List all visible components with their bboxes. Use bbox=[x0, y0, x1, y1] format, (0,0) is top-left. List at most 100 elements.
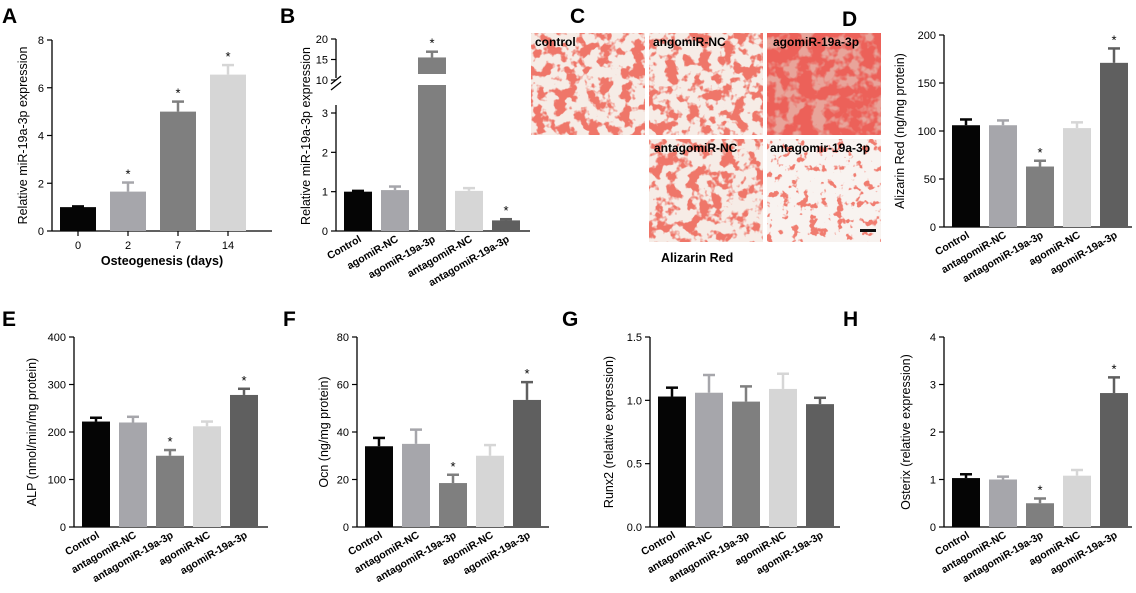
significance-star-e: * bbox=[167, 434, 172, 449]
bar-f bbox=[402, 443, 430, 527]
bar-h bbox=[1026, 503, 1054, 527]
panel-label-f: F bbox=[283, 308, 296, 331]
y-tick-label-g: 1.0 bbox=[627, 395, 642, 407]
bar-a bbox=[160, 111, 196, 231]
bar-h bbox=[989, 479, 1017, 527]
panel-label-g: G bbox=[562, 308, 578, 331]
x-category-label-a: 14 bbox=[222, 240, 234, 252]
significance-star-a: * bbox=[125, 167, 130, 182]
significance-star-d: * bbox=[1111, 32, 1116, 47]
bar-f bbox=[365, 446, 393, 527]
scale-bar bbox=[860, 229, 876, 232]
panel-label-b: B bbox=[280, 5, 295, 28]
x-category-label-g: agomiR-19a-3p bbox=[754, 529, 825, 577]
y-tick-label-f: 60 bbox=[337, 380, 349, 392]
micrograph-label-control: control bbox=[535, 35, 576, 49]
significance-star-f: * bbox=[450, 459, 455, 474]
bar-b bbox=[344, 191, 372, 231]
y-tick-label-h: 1 bbox=[930, 475, 936, 487]
chart-panel-d: 0 50 100 150 200 Alizarin Red (ng/mg protein)… bbox=[893, 30, 1132, 285]
axis-break-mark-b bbox=[330, 81, 342, 91]
bar-upper-b bbox=[418, 57, 446, 74]
y-tick-label-d: 150 bbox=[918, 78, 936, 90]
y-tick-label-b: 2 bbox=[322, 147, 328, 159]
x-category-label-e: agomiR-19a-3p bbox=[178, 529, 249, 577]
significance-star-f: * bbox=[524, 366, 529, 381]
y-tick-label-b: 3 bbox=[322, 108, 328, 120]
x-category-label-h: agomiR-19a-3p bbox=[1048, 529, 1119, 577]
bar-g bbox=[695, 392, 723, 527]
y-tick-label-f: 40 bbox=[337, 427, 349, 439]
y-tick-label-d: 200 bbox=[918, 30, 936, 42]
bar-a bbox=[110, 191, 146, 231]
x-category-label-f: agomiR-19a-3p bbox=[461, 529, 532, 577]
x-category-label-a: 2 bbox=[125, 240, 131, 252]
panel-c-caption: Alizarin Red bbox=[661, 251, 733, 265]
micrograph-label-agomir-19a-3p: agomiR-19a-3p bbox=[773, 35, 859, 49]
micrograph-agomir-19a-3p: agomiR-19a-3p bbox=[767, 33, 881, 135]
y-tick-label-e: 400 bbox=[48, 332, 66, 344]
x-category-label-a: 7 bbox=[175, 240, 181, 252]
bar-d bbox=[989, 125, 1017, 227]
y-axis-label-b: Relative miR-19a-3p expression bbox=[299, 47, 313, 225]
micrograph-antagomir-nc: antagomiR-NC bbox=[649, 139, 763, 242]
significance-star-d: * bbox=[1037, 145, 1042, 160]
panel-label-a: A bbox=[2, 5, 17, 28]
significance-star-e: * bbox=[241, 373, 246, 388]
significance-star-a: * bbox=[225, 49, 230, 64]
y-axis-label-d: Alizarin Red (ng/mg protein) bbox=[893, 53, 907, 209]
panel-c-micrographs: control angomiR-NC agomiR-19a-3p antagom… bbox=[531, 33, 881, 265]
y-tick-label-f: 80 bbox=[337, 332, 349, 344]
y-tick-label-f: 0 bbox=[343, 522, 349, 534]
y-tick-label-e: 200 bbox=[48, 427, 66, 439]
bar-a bbox=[210, 74, 246, 232]
y-tick-label-a: 2 bbox=[38, 178, 44, 190]
bar-g bbox=[658, 396, 686, 527]
y-tick-label-h: 4 bbox=[930, 332, 936, 344]
panel-label-h: H bbox=[843, 308, 858, 331]
micrograph-antagomir-19a-3p: antagomir-19a-3p bbox=[767, 139, 881, 242]
y-tick-label-b: 20 bbox=[316, 34, 328, 46]
y-axis-label-a: Relative miR-19a-3p expression bbox=[16, 47, 30, 225]
bar-d bbox=[952, 125, 980, 227]
bar-f bbox=[513, 399, 541, 527]
micrograph-control: control bbox=[531, 33, 645, 135]
bar-h bbox=[1100, 393, 1128, 527]
bar-f bbox=[439, 483, 467, 527]
significance-star-b: * bbox=[429, 36, 434, 51]
x-axis-label-a: Osteogenesis (days) bbox=[101, 254, 223, 268]
significance-star-h: * bbox=[1037, 483, 1042, 498]
y-tick-label-h: 3 bbox=[930, 380, 936, 392]
x-category-label-d: agomiR-19a-3p bbox=[1048, 229, 1119, 277]
bar-h bbox=[1063, 475, 1091, 527]
y-tick-label-a: 0 bbox=[38, 226, 44, 238]
micrograph-angomir-nc: angomiR-NC bbox=[649, 33, 763, 135]
bar-b bbox=[492, 220, 520, 231]
bar-d bbox=[1026, 166, 1054, 227]
bar-e bbox=[193, 426, 221, 527]
y-tick-label-e: 100 bbox=[48, 475, 66, 487]
bar-b bbox=[381, 190, 409, 231]
y-tick-label-d: 50 bbox=[924, 174, 936, 186]
significance-star-h: * bbox=[1111, 361, 1116, 376]
bar-a bbox=[60, 207, 96, 231]
bar-d bbox=[1100, 62, 1128, 228]
micrograph-label-antagomir-19a-3p: antagomir-19a-3p bbox=[770, 141, 870, 155]
y-tick-label-a: 4 bbox=[38, 131, 44, 143]
y-tick-label-e: 0 bbox=[60, 522, 66, 534]
micrograph-label-angomir-nc: angomiR-NC bbox=[653, 35, 726, 49]
y-axis-label-h: Osterix (relative expression) bbox=[899, 354, 913, 510]
y-tick-label-b: 1 bbox=[322, 187, 328, 199]
y-tick-label-b: 10 bbox=[316, 75, 328, 87]
y-tick-label-b: 15 bbox=[316, 55, 328, 67]
panel-label-c: C bbox=[570, 5, 585, 28]
bar-e bbox=[156, 455, 184, 527]
bar-e bbox=[230, 394, 258, 527]
y-tick-label-h: 0 bbox=[930, 522, 936, 534]
